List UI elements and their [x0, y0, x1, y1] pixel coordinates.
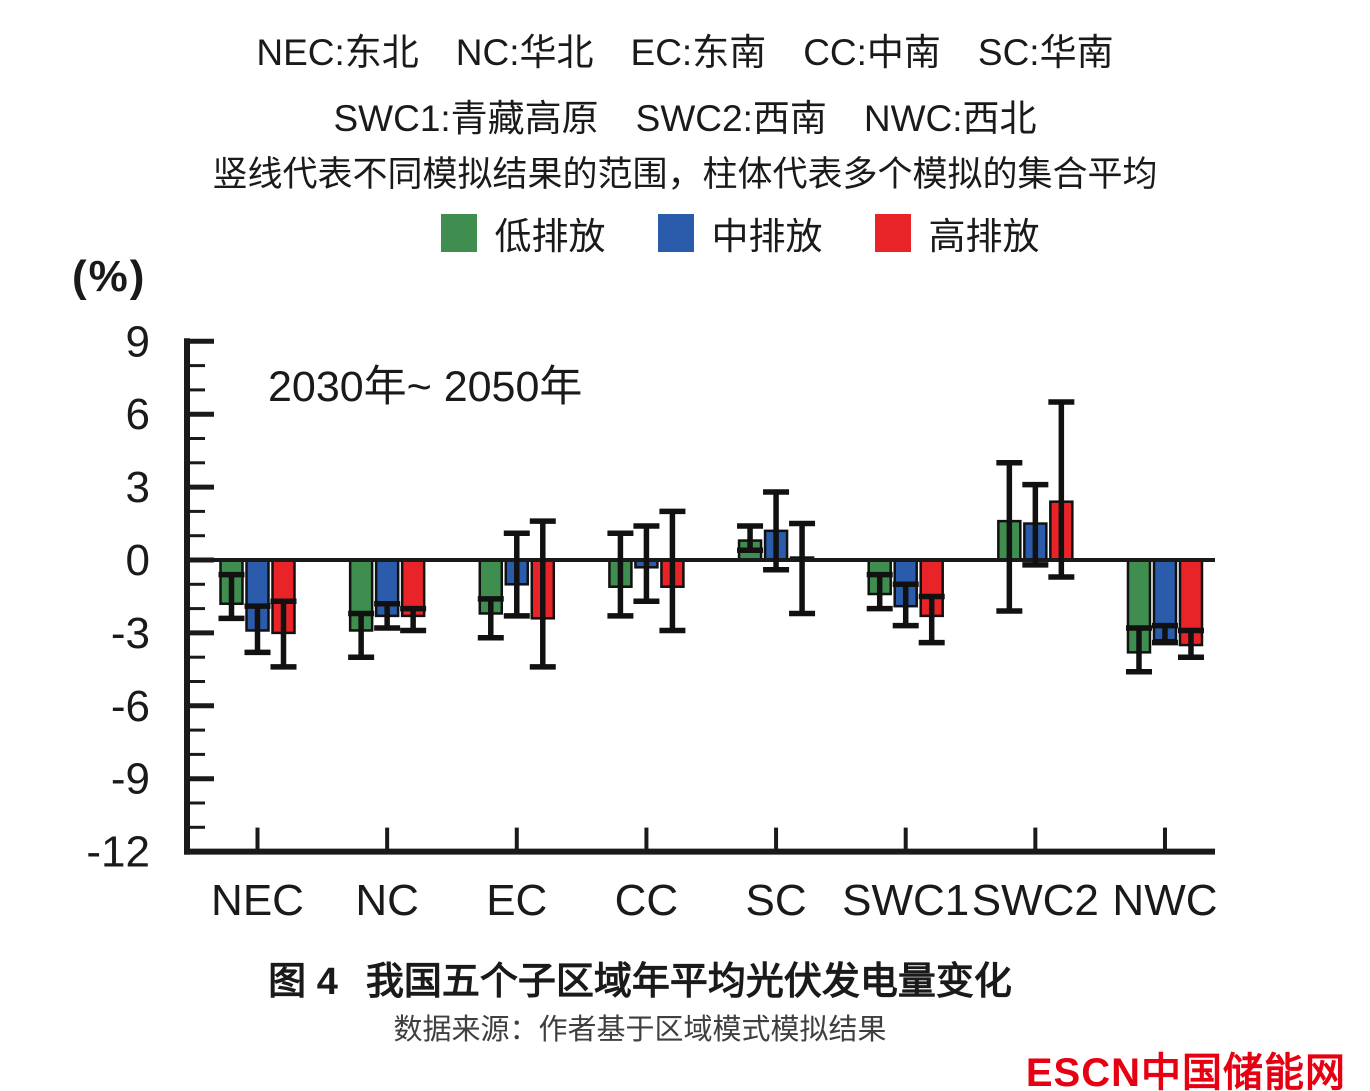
bar-NWC-高排放: [1178, 558, 1204, 647]
bar-NEC-中排放: [245, 558, 270, 632]
x-tick-label: NC: [355, 876, 419, 925]
bar-NC-高排放: [400, 558, 426, 618]
bar-NEC-低排放: [219, 558, 244, 605]
bar-EC-高排放: [530, 558, 556, 620]
region-abbreviation-line-2: SWC1:青藏高原 SWC2:西南 NWC:西北: [333, 98, 1037, 139]
bar-SWC1-中排放: [893, 558, 918, 608]
legend-item-mid-emission: 中排放: [657, 206, 823, 260]
y-tick-label: -12: [86, 828, 150, 877]
data-source-note: 数据来源：作者基于区域模式模拟结果: [393, 1014, 887, 1046]
x-tick-label: NWC: [1112, 876, 1217, 925]
chart-explanation-note: 竖线代表不同模拟结果的范围，柱体代表多个模拟的集合平均: [212, 155, 1158, 194]
bar-CC-低排放: [608, 558, 633, 588]
x-tick-label: SC: [745, 876, 806, 925]
y-tick-label: 0: [126, 536, 150, 585]
mid-emission-swatch-icon: [657, 214, 694, 252]
bar-EC-低排放: [478, 558, 504, 615]
y-tick-label: 6: [126, 390, 150, 439]
legend-label: 中排放: [711, 216, 823, 257]
y-tick-label: 9: [126, 317, 150, 366]
time-period-annotation: 2030年~ 2050年: [268, 363, 583, 411]
escn-watermark-logo: ESCN中国储能网: [1025, 1051, 1346, 1091]
bar-SC-高排放: [789, 556, 815, 562]
y-tick-label: -9: [111, 755, 150, 804]
figure-number: 图 4: [268, 961, 338, 1003]
legend: 低排放 中排放 高排放: [110, 206, 1370, 260]
figure-caption: 图 4 我国五个子区域年平均光伏发电量变化: [0, 950, 1280, 1005]
y-tick-label: -3: [111, 609, 150, 658]
x-tick-label: NEC: [211, 876, 304, 925]
bar-SWC1-低排放: [867, 558, 892, 596]
bar-CC-高排放: [660, 558, 685, 588]
low-emission-swatch-icon: [440, 214, 477, 252]
high-emission-swatch-icon: [874, 214, 911, 252]
bar-NC-低排放: [348, 558, 374, 632]
bar-SWC2-高排放: [1049, 500, 1074, 562]
legend-label: 高排放: [928, 216, 1040, 257]
bar-SWC2-低排放: [997, 519, 1022, 562]
legend-item-high-emission: 高排放: [874, 206, 1040, 260]
bar-NWC-低排放: [1126, 558, 1152, 654]
bar-EC-中排放: [504, 558, 530, 586]
bar-NEC-高排放: [271, 558, 296, 635]
x-tick-label: SWC2: [972, 876, 1099, 925]
y-tick-label: -6: [111, 682, 150, 731]
y-axis-unit-label: (%): [72, 252, 147, 301]
figure-title: 我国五个子区域年平均光伏发电量变化: [365, 961, 1012, 1003]
bar-SC-中排放: [763, 529, 789, 562]
bar-SC-低排放: [737, 539, 763, 562]
bar-SWC1-高排放: [919, 558, 944, 618]
legend-item-low-emission: 低排放: [440, 206, 606, 260]
bar-NC-中排放: [374, 558, 400, 618]
bar-CC-中排放: [634, 558, 659, 569]
bar-NWC-中排放: [1152, 558, 1178, 642]
x-tick-label: CC: [615, 876, 679, 925]
y-tick-label: 3: [126, 463, 150, 512]
region-abbreviation-line-1: NEC:东北 NC:华北 EC:东南 CC:中南 SC:华南: [256, 32, 1114, 73]
x-tick-label: SWC1: [842, 876, 969, 925]
x-tick-label: EC: [486, 876, 547, 925]
legend-label: 低排放: [494, 216, 606, 257]
bar-SWC2-中排放: [1023, 522, 1048, 562]
